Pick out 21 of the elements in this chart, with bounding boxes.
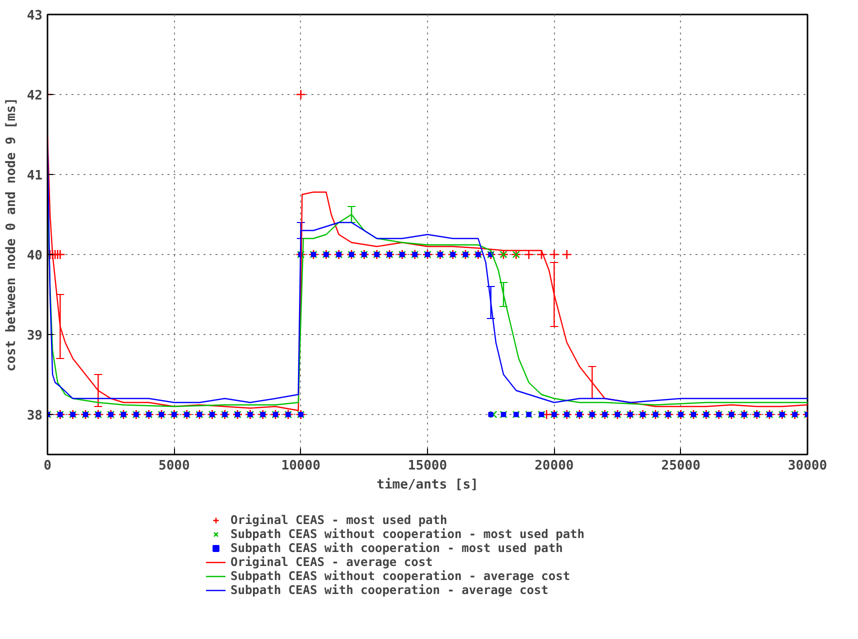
legend-label: Subpath CEAS with cooperation - average cost [230, 583, 548, 597]
y-tick-label: 43 [26, 8, 43, 24]
legend-label: Original CEAS - average cost [230, 555, 433, 569]
x-tick-label: 15000 [408, 458, 448, 474]
x-tick-label: 20000 [534, 458, 574, 474]
legend-label: Subpath CEAS with cooperation - most used path [230, 541, 563, 555]
x-axis-title: time/ants [s] [376, 478, 478, 492]
x-tick-label: 5000 [158, 458, 190, 474]
x-tick-label: 10000 [281, 458, 321, 474]
y-tick-label: 42 [26, 88, 43, 104]
legend-label: Original CEAS - most used path [230, 513, 448, 527]
y-tick-label: 39 [26, 328, 43, 344]
y-tick-label: 40 [26, 248, 43, 264]
y-tick-label: 38 [26, 408, 43, 424]
x-tick-label: 0 [44, 458, 52, 474]
y-tick-label: 41 [26, 168, 43, 184]
y-axis-title: cost between node 0 and node 9 [ms] [4, 98, 19, 372]
legend-label: Subpath CEAS without cooperation - most used path [230, 527, 585, 541]
x-tick-label: 25000 [661, 458, 701, 474]
x-tick-label: 30000 [788, 458, 828, 474]
legend-label: Subpath CEAS without cooperation - average cost [230, 569, 570, 583]
